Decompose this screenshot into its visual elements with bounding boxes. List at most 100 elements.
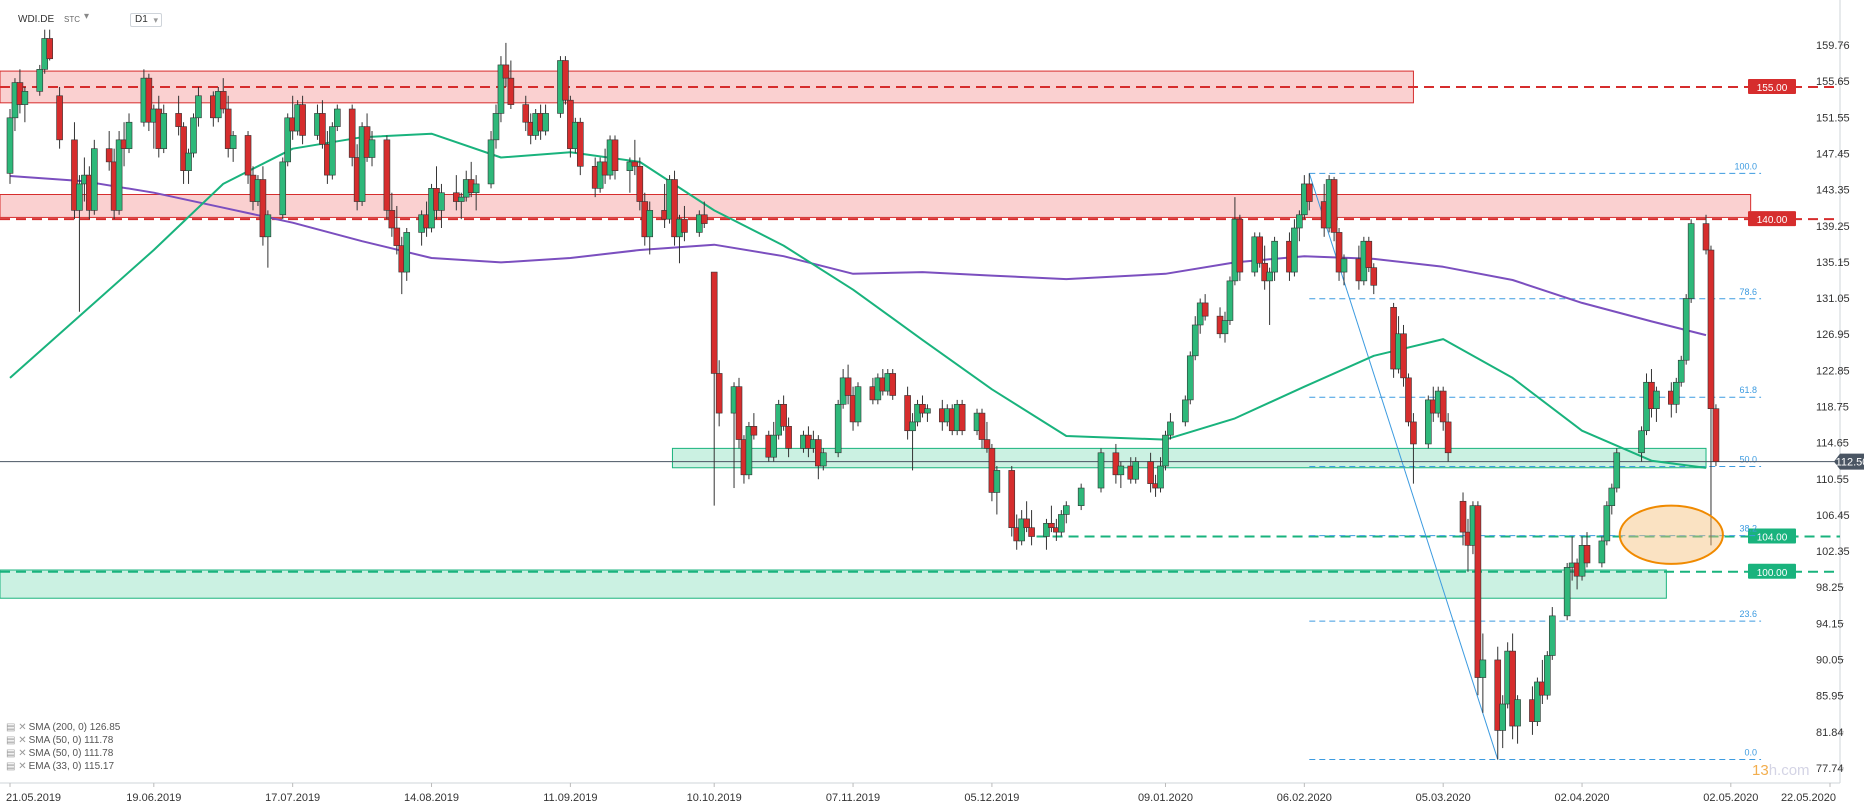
candle-body[interactable] [1677,359,1685,383]
legend-toggle-icon[interactable]: ▤ ✕ [6,748,27,759]
candle-body[interactable] [978,412,986,440]
candle-body[interactable] [1028,527,1035,537]
symbol-dropdown-icon[interactable]: ▾ [84,11,90,22]
candle-body[interactable] [1330,179,1338,233]
candle-body[interactable] [1459,500,1467,533]
candle-body[interactable] [611,139,619,172]
candle-body[interactable] [1514,699,1521,727]
candle-body[interactable] [497,64,505,114]
candle-body[interactable] [1058,514,1065,533]
candle-body[interactable] [1112,452,1120,476]
candle-body[interactable] [1271,240,1278,273]
candle-body[interactable] [1221,320,1229,335]
legend-item-sma50-b[interactable]: ▤ ✕ SMA (50, 0) 111.78 [6,748,113,760]
candle-body[interactable] [319,113,326,145]
candle-body[interactable] [1226,280,1234,321]
candle-body[interactable] [1687,223,1695,299]
candle-body[interactable] [522,104,530,123]
candle-body[interactable] [1008,470,1016,529]
candle-body[interactable] [190,117,197,154]
candle-body[interactable] [715,373,723,414]
candle-body[interactable] [631,161,639,167]
sma200-line[interactable] [9,175,1707,337]
candle-body[interactable] [1410,421,1417,445]
candle-body[interactable] [115,139,123,211]
candle-body[interactable] [770,434,778,458]
legend-item-sma200[interactable]: ▤ ✕ SMA (200, 0) 126.85 [6,722,120,734]
candle-body[interactable] [1534,681,1541,722]
candle-body[interactable] [6,117,14,174]
candle-body[interactable] [1201,302,1209,317]
candle-body[interactable] [1479,659,1487,678]
candle-body[interactable] [924,408,931,414]
candle-body[interactable] [1291,227,1298,273]
candle-body[interactable] [56,95,63,141]
candle-body[interactable] [219,91,227,110]
candle-body[interactable] [1509,650,1516,727]
candle-body[interactable] [1682,298,1690,361]
candle-body[interactable] [393,227,401,246]
candle-body[interactable] [1186,355,1194,401]
candle-body[interactable] [819,452,827,467]
candle-body[interactable] [125,121,133,149]
highlight-ellipse[interactable] [1618,504,1724,565]
candle-body[interactable] [1494,659,1502,731]
candle-body[interactable] [1365,240,1373,268]
candle-body[interactable] [105,148,113,163]
candle-body[interactable] [1162,434,1169,467]
candle-body[interactable] [909,421,916,432]
candle-body[interactable] [1400,333,1407,379]
candle-body[interactable] [1266,271,1273,282]
candle-body[interactable] [1499,703,1506,731]
candle-body[interactable] [1583,545,1591,564]
legend-item-ema33[interactable]: ▤ ✕ EMA (33, 0) 115.17 [6,761,114,773]
candle-body[interactable] [834,403,842,454]
legend-toggle-icon[interactable]: ▤ ✕ [6,735,27,746]
candle-body[interactable] [1023,518,1030,529]
candle-body[interactable] [76,183,83,211]
candle-body[interactable] [284,117,292,163]
candle-body[interactable] [1608,487,1616,506]
candle-body[interactable] [1405,377,1412,423]
candle-body[interactable] [368,139,376,158]
candle-body[interactable] [36,69,44,92]
candle-body[interactable] [710,271,718,374]
candle-body[interactable] [1653,390,1660,410]
candle-body[interactable] [383,139,391,211]
candle-body[interactable] [542,113,549,132]
candle-body[interactable] [46,38,53,60]
candle-body[interactable] [1048,522,1055,529]
candle-body[interactable] [1335,232,1343,273]
candle-body[interactable] [224,108,232,149]
candle-body[interactable] [259,179,267,238]
candle-body[interactable] [745,426,753,476]
candle-body[interactable] [1707,249,1715,410]
candle-body[interactable] [21,91,29,105]
candle-body[interactable] [1097,452,1105,489]
candle-body[interactable] [735,386,743,440]
candle-body[interactable] [492,113,500,141]
candle-body[interactable] [1712,408,1720,462]
candle-body[interactable] [1340,258,1348,273]
candle-body[interactable] [700,214,708,224]
candle-body[interactable] [1474,505,1482,678]
candle-body[interactable] [229,135,237,149]
candle-body[interactable] [983,439,991,449]
candle-body[interactable] [854,386,862,423]
candle-body[interactable] [487,139,495,185]
candle-body[interactable] [334,108,341,127]
candle-body[interactable] [993,470,1001,493]
candle-body[interactable] [750,426,758,436]
candle-body[interactable] [681,218,688,233]
legend-toggle-icon[interactable]: ▤ ✕ [6,722,27,733]
sma50-line[interactable] [9,132,1707,469]
candle-body[interactable] [175,113,182,127]
candle-body[interactable] [1638,430,1645,454]
candle-body[interactable] [299,104,306,136]
candle-body[interactable] [1147,461,1154,484]
candle-body[interactable] [388,210,396,229]
candle-body[interactable] [562,60,569,101]
candle-body[interactable] [264,214,272,238]
candle-body[interactable] [671,179,678,238]
candle-body[interactable] [1296,214,1303,229]
